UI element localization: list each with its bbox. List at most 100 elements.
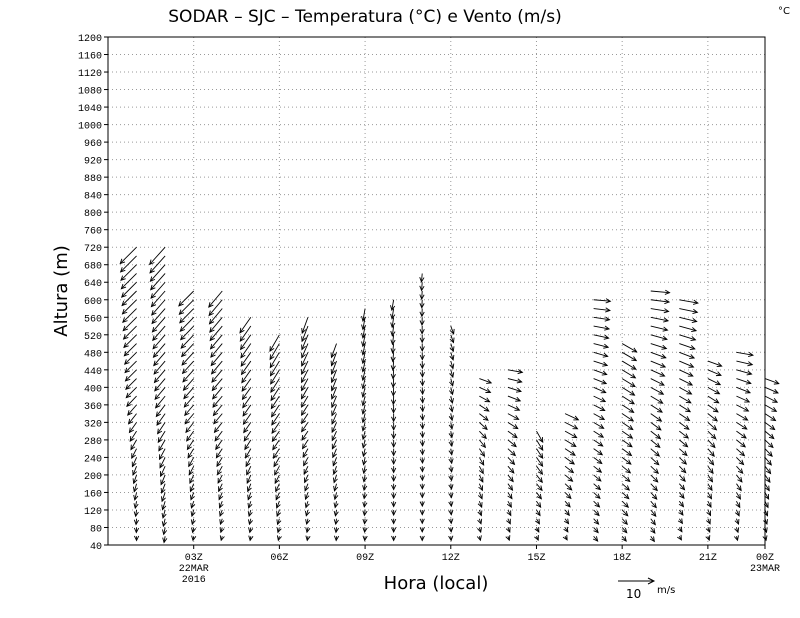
wind-barb-head (627, 425, 634, 431)
wind-barb-head (598, 423, 605, 429)
wind-barb (650, 430, 661, 439)
wind-barb-head (449, 346, 455, 353)
wind-barb-head (419, 372, 425, 378)
wind-barb-head (536, 502, 542, 509)
wind-barb (248, 509, 252, 517)
wind-barb (593, 325, 610, 330)
wind-barb (507, 369, 523, 373)
wind-barb (593, 421, 604, 429)
wind-barb (119, 246, 137, 264)
wind-barb-head (301, 385, 306, 392)
wind-barb (391, 299, 395, 311)
wind-barb (391, 325, 395, 336)
wind-barb-head (477, 510, 483, 517)
wind-barb-head (247, 494, 253, 501)
wind-barb-head (481, 433, 487, 440)
wind-barb (507, 395, 521, 402)
wind-barb-head (538, 445, 544, 451)
x-tick-label: 06Z (270, 553, 288, 564)
wind-barb-head (538, 453, 544, 459)
wind-barb (276, 509, 280, 517)
wind-barb-head (391, 408, 397, 414)
wind-barb-head (535, 518, 540, 525)
x-tick-label: 15Z (527, 553, 545, 564)
wind-barb-head (706, 518, 711, 525)
wind-barb (272, 439, 280, 450)
wind-barb-head (680, 476, 686, 482)
wind-barb-head (189, 486, 195, 493)
wind-barb (131, 448, 137, 459)
wind-barb (214, 422, 223, 433)
wind-barb-head (479, 451, 486, 458)
wind-barb-head (215, 452, 221, 459)
wind-barb (736, 351, 754, 356)
wind-barb-head (448, 518, 454, 525)
wind-barb-head (419, 484, 425, 490)
wind-barb-head (687, 371, 694, 377)
wind-barb-head (689, 354, 696, 359)
wind-barb-head (745, 379, 752, 385)
wind-barb-head (419, 397, 425, 404)
wind-barb-head (419, 509, 425, 516)
wind-barb-head (515, 396, 522, 402)
wind-barb-head (768, 442, 774, 449)
wind-barb-head (419, 363, 425, 370)
wind-barb-head (658, 389, 665, 395)
wind-barb-head (186, 444, 192, 451)
wind-barb-head (537, 477, 543, 484)
wind-barb-head (681, 459, 688, 465)
wind-barb-head (713, 398, 720, 404)
wind-barb (331, 343, 337, 358)
wind-barb-head (570, 442, 577, 448)
wind-barb-head (710, 442, 716, 449)
wind-barb-head (149, 276, 156, 283)
wind-barb (593, 535, 599, 542)
wind-barb (184, 413, 195, 425)
wind-barb-head (691, 317, 698, 324)
wind-barb (191, 501, 195, 509)
wind-barb (593, 343, 609, 348)
wind-barb (736, 369, 752, 375)
wind-barb (181, 352, 195, 366)
wind-barb-head (686, 389, 693, 395)
wind-barb-head (419, 432, 425, 439)
wind-barb-head (158, 454, 164, 461)
wind-barb-head (391, 527, 397, 534)
wind-barb-head (188, 461, 194, 468)
wind-barb (764, 457, 772, 466)
wind-barb (218, 492, 223, 500)
wind-barb-head (191, 535, 197, 542)
wind-barb (301, 325, 309, 342)
wind-barb (241, 369, 252, 383)
wind-barb-head (119, 258, 126, 265)
wind-barb-head (361, 442, 367, 449)
wind-barb-head (482, 415, 489, 421)
wind-barb (507, 404, 520, 411)
wind-barb-head (419, 337, 425, 344)
wind-barb-head (390, 330, 396, 337)
wind-barb (507, 386, 522, 392)
wind-barb (479, 430, 487, 439)
wind-barb-head (362, 535, 368, 542)
wind-barb (679, 422, 690, 430)
wind-barb-head (419, 389, 425, 396)
wind-barb-head (448, 432, 454, 439)
wind-barb-head (419, 277, 425, 283)
wind-barb-head (333, 519, 339, 526)
wind-barb-head (419, 501, 425, 508)
wind-barb-head (361, 358, 367, 365)
wind-barb-head (769, 424, 776, 431)
wind-barb (764, 422, 775, 430)
wind-barb (331, 395, 337, 408)
wind-barb-head (244, 444, 250, 451)
wind-barb (621, 535, 627, 542)
wind-barb (679, 325, 697, 332)
wind-barb (331, 387, 337, 400)
wind-barb-head (628, 407, 635, 413)
wind-barb (679, 334, 696, 341)
wind-barb-head (189, 478, 195, 485)
wind-barb-head (124, 367, 130, 374)
wind-barb-head (391, 442, 397, 448)
wind-barb-head (650, 528, 656, 534)
wind-barb (736, 378, 751, 384)
